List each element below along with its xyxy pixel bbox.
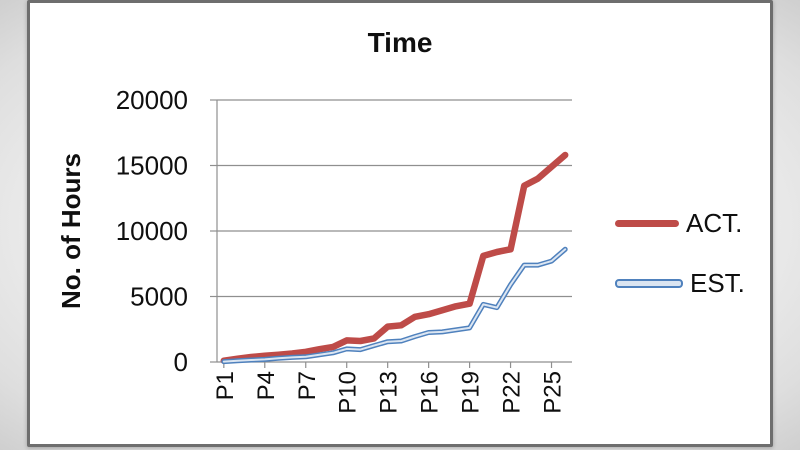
- x-tick-label: P16: [417, 371, 444, 414]
- line-chart: 0 5000 10000 15000 20000 P1 P4 P7 P10 P13 P16 P19 P2…: [56, 85, 572, 414]
- series-est-line-inner: [222, 248, 567, 363]
- y-tick-label: 10000: [116, 216, 188, 246]
- y-tick-label: 0: [174, 347, 188, 377]
- x-tick-label: P22: [499, 371, 526, 414]
- chart-title: Time: [367, 27, 433, 58]
- x-tick-label: P1: [212, 371, 239, 400]
- x-tick-label: P7: [294, 371, 321, 400]
- y-axis-title: No. of Hours: [56, 153, 86, 309]
- legend-item-est: EST.: [615, 268, 745, 299]
- series-est-line: [221, 246, 568, 365]
- y-tick-label: 15000: [116, 151, 188, 181]
- x-tick-label: P10: [335, 371, 362, 414]
- legend-label-est: EST.: [690, 268, 745, 298]
- act-line-swatch-icon: [615, 220, 679, 227]
- chart-card: Time 0 5000 10000 15000 20000 P1 P4 P7 P10 P13 P16…: [27, 0, 773, 447]
- est-line-swatch-icon: [615, 279, 683, 288]
- legend-label-act: ACT.: [686, 208, 743, 238]
- series-act-line: [220, 151, 569, 364]
- x-tick-label: P19: [458, 371, 485, 414]
- legend-item-act: ACT.: [615, 208, 742, 239]
- x-tick-label: P4: [253, 371, 280, 400]
- x-tick-label: P13: [376, 371, 403, 414]
- y-tick-label: 20000: [116, 85, 188, 115]
- x-tick-label: P25: [540, 371, 567, 414]
- y-tick-label: 5000: [130, 282, 188, 312]
